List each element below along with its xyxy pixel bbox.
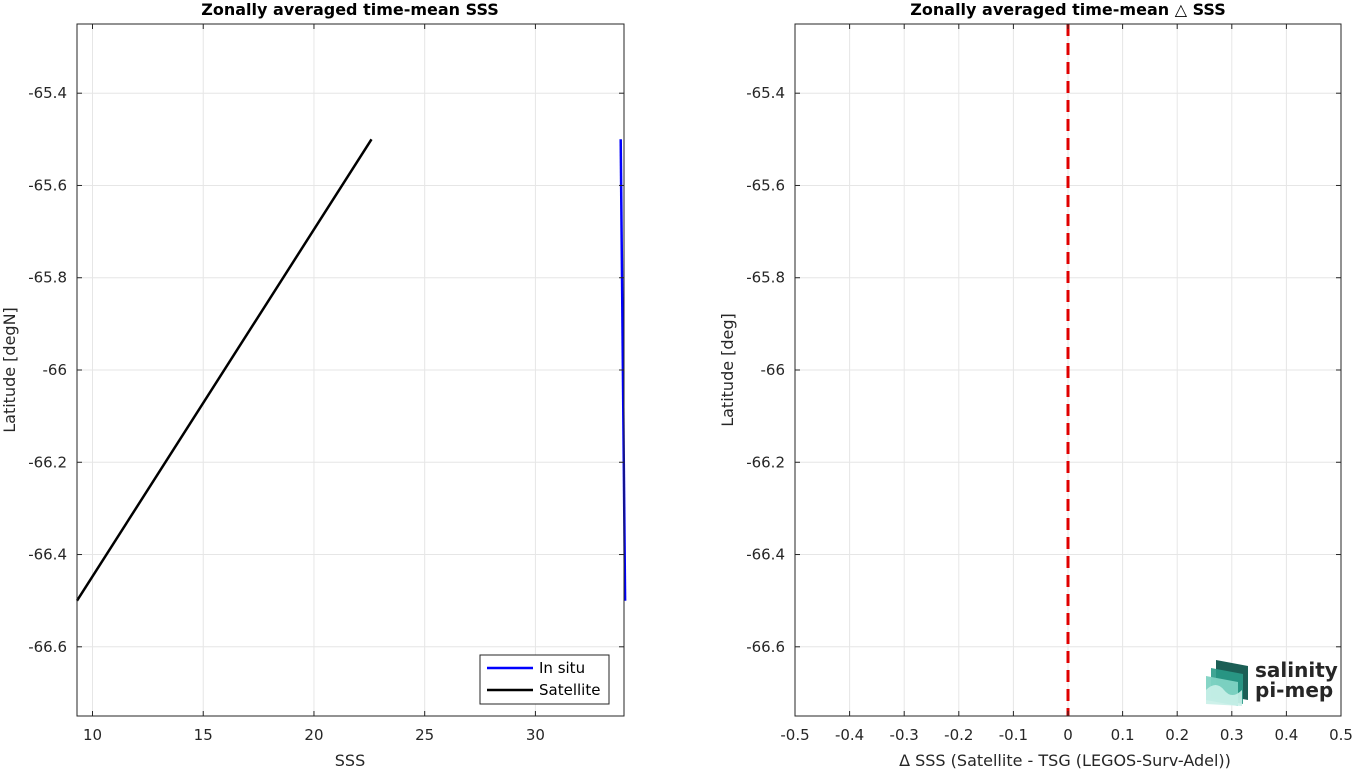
left-y-tick-label: -65.6 (28, 176, 67, 194)
right-x-tick-label: -0.1 (999, 726, 1028, 744)
legend: In situ Satellite (479, 654, 610, 705)
left-y-tick-label: -66.6 (28, 638, 67, 656)
logo-wave-icon (1206, 660, 1248, 706)
right-ticks: -0.5 -0.4 -0.3 -0.2 -0.1 0 0.1 0.2 0.3 0.4 0.5 -65.… (746, 24, 1353, 744)
right-title: Zonally averaged time-mean △ SSS (910, 0, 1225, 19)
logo-text-salinity: salinity (1255, 658, 1338, 682)
right-x-tick-label: 0.4 (1274, 726, 1298, 744)
right-x-tick-label: -0.3 (890, 726, 919, 744)
right-y-tick-label: -66 (761, 361, 786, 379)
left-x-axis-label: SSS (335, 751, 365, 769)
left-y-tick-label: -65.8 (28, 269, 67, 287)
right-y-tick-label: -65.4 (746, 84, 785, 102)
right-panel: Zonally averaged time-mean △ SSS -0.5 -0.… (718, 0, 1353, 769)
right-x-tick-label: 0.2 (1165, 726, 1189, 744)
logo-text-pi-mep: pi-mep (1255, 678, 1333, 702)
right-x-tick-label: -0.4 (835, 726, 864, 744)
right-x-axis-label: Δ SSS (Satellite - TSG (LEGOS-Surv-Adel)… (899, 751, 1231, 769)
right-x-tick-label: -0.2 (944, 726, 973, 744)
left-x-tick-label: 25 (415, 726, 434, 744)
right-y-axis-label: Latitude [deg] (718, 313, 737, 427)
right-y-tick-label: -66.4 (746, 546, 785, 564)
right-x-tick-label: 0.5 (1329, 726, 1353, 744)
legend-label-in-situ: In situ (539, 659, 585, 677)
legend-box (479, 654, 610, 705)
right-x-tick-label: -0.5 (780, 726, 809, 744)
series-line-satellite (75, 138, 373, 602)
left-panel: Zonally averaged time-mean SSS 10 15 20 25 3… (0, 0, 627, 769)
left-ticks: 10 15 20 25 30 -65.4 -65.6 -65.8 -66 -66.2 -66.4 -6… (28, 24, 624, 744)
right-x-tick-label: 0.3 (1220, 726, 1244, 744)
right-x-tick-label: 0 (1063, 726, 1073, 744)
left-y-tick-label: -66.2 (28, 453, 67, 471)
left-y-tick-label: -65.4 (28, 84, 67, 102)
right-y-tick-label: -65.8 (746, 269, 785, 287)
left-x-tick-label: 10 (83, 726, 102, 744)
left-y-axis-label: Latitude [degN] (0, 307, 19, 433)
left-title: Zonally averaged time-mean SSS (201, 0, 499, 19)
left-y-tick-label: -66.4 (28, 546, 67, 564)
right-y-tick-label: -66.2 (746, 453, 785, 471)
left-x-tick-label: 30 (526, 726, 545, 744)
left-grid (77, 24, 624, 716)
right-x-tick-label: 0.1 (1111, 726, 1135, 744)
right-y-tick-label: -65.6 (746, 176, 785, 194)
left-x-tick-label: 20 (304, 726, 323, 744)
left-x-tick-label: 15 (194, 726, 213, 744)
right-y-tick-label: -66.6 (746, 638, 785, 656)
left-y-tick-label: -66 (43, 361, 68, 379)
salinity-pi-mep-logo: salinity pi-mep (1206, 658, 1338, 706)
legend-label-satellite: Satellite (539, 681, 600, 699)
